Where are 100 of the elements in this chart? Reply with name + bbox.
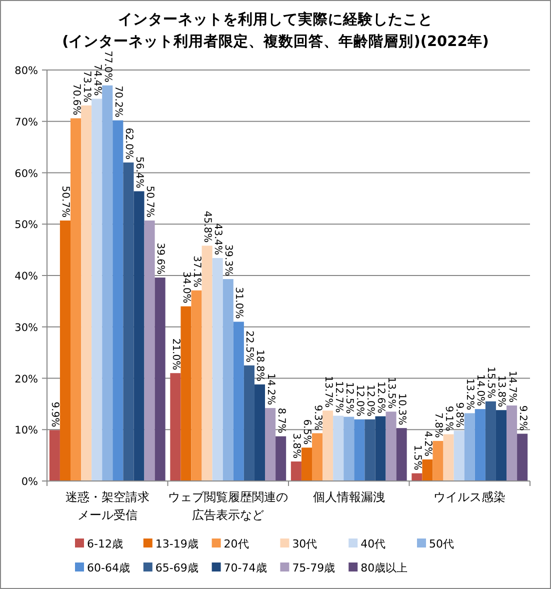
bar <box>180 306 192 481</box>
bar <box>81 105 92 481</box>
data-label: 4.2% <box>422 431 433 456</box>
bar <box>154 278 166 481</box>
bar <box>464 413 475 481</box>
bar <box>60 220 70 481</box>
bar <box>222 279 234 481</box>
y-tick-label: 40% <box>14 270 38 282</box>
bar <box>412 473 422 481</box>
data-label: 39.3% <box>222 244 234 276</box>
legend-label: 13-19歳 <box>155 538 198 550</box>
chart-title: インターネットを利用して実際に経験したこと <box>118 12 433 28</box>
y-tick-label: 80% <box>14 65 38 77</box>
bar <box>70 118 82 481</box>
data-label: 9.8% <box>454 402 465 428</box>
bar <box>212 258 223 481</box>
bar <box>265 408 276 481</box>
data-label: 13.8% <box>496 375 507 408</box>
data-label: 43.4% <box>212 223 224 256</box>
bar <box>485 401 496 481</box>
data-label: 62.0% <box>122 128 134 160</box>
bar <box>233 322 244 481</box>
data-label: 9.9% <box>49 402 60 428</box>
data-label: 13.2% <box>464 378 476 410</box>
data-label: 22.5% <box>244 330 255 362</box>
x-tick-label: ウイルス感染 <box>434 490 506 504</box>
bar <box>254 384 266 481</box>
data-label: 14.7% <box>506 370 518 402</box>
bar <box>202 246 212 481</box>
bar <box>301 448 312 481</box>
y-tick-label: 0% <box>21 476 38 488</box>
chart-subtitle: (インターネット利用者限定、複数回答、年齢階層別)(2022年) <box>62 34 489 50</box>
bar <box>375 416 386 481</box>
bar <box>474 409 486 481</box>
data-label: 50.7% <box>60 186 71 218</box>
bar <box>170 373 181 481</box>
data-label: 9.2% <box>516 405 528 431</box>
data-label: 34.0% <box>180 272 192 304</box>
bar <box>102 85 113 481</box>
bar <box>496 410 507 481</box>
data-label: 10.3% <box>396 393 408 426</box>
bar <box>112 120 124 481</box>
x-tick-label: ウェブ閲覧履歴関連の広告表示など <box>168 490 288 522</box>
bar <box>354 419 365 481</box>
y-tick-label: 70% <box>14 116 38 128</box>
legend-label: 20代 <box>224 538 249 550</box>
bar <box>454 430 464 481</box>
bar <box>432 440 444 481</box>
bar <box>443 434 454 481</box>
bar <box>422 459 433 481</box>
data-label: 77.0% <box>102 50 113 82</box>
bar <box>333 416 344 481</box>
data-label: 73.1% <box>80 70 92 102</box>
data-label: 21.0% <box>170 338 181 370</box>
data-label: 1.5% <box>411 444 422 470</box>
data-label: 6.5% <box>301 419 312 445</box>
data-label: 31.0% <box>233 286 244 319</box>
y-tick-label: 50% <box>14 219 38 232</box>
bar <box>322 410 334 481</box>
bar <box>517 434 528 481</box>
legend-label: 80歳以上 <box>360 562 408 574</box>
data-label: 7.8% <box>432 412 444 438</box>
data-label: 74.4% <box>91 64 102 96</box>
bar <box>386 412 396 481</box>
bar <box>92 98 102 481</box>
data-label: 70.6% <box>70 84 82 116</box>
y-tick-label: 20% <box>14 373 38 386</box>
legend-label: 70-74歳 <box>224 562 267 574</box>
data-label: 13.5% <box>386 376 397 409</box>
bar <box>191 290 202 481</box>
legend-label: 40代 <box>360 538 386 550</box>
legend-label: 30代 <box>292 538 318 550</box>
data-label: 56.4% <box>134 156 144 188</box>
data-label: 18.8% <box>254 350 266 382</box>
legend-label: 65-69歳 <box>155 562 198 574</box>
data-label: 50.7% <box>144 186 156 218</box>
bar <box>49 430 60 481</box>
data-label: 12.6% <box>375 381 386 414</box>
bar <box>396 428 407 481</box>
bar <box>312 433 323 481</box>
bar <box>134 191 144 481</box>
bar <box>276 436 286 481</box>
data-label: 15.5% <box>485 366 496 398</box>
data-label: 8.7% <box>275 408 286 434</box>
data-label: 3.8% <box>290 433 302 458</box>
data-label: 14.2% <box>264 373 276 406</box>
y-tick-label: 60% <box>14 168 38 180</box>
bar <box>290 461 302 481</box>
data-label: 12.5% <box>343 382 354 414</box>
data-label: 37.1% <box>191 256 202 288</box>
bar <box>244 365 254 481</box>
data-label: 9.1% <box>443 406 454 432</box>
x-tick-label: 迷惑・架空請求メール受信 <box>65 490 150 522</box>
data-label: 12.0% <box>354 384 365 416</box>
data-label: 14.0% <box>474 374 486 406</box>
legend-label: 60-64歳 <box>87 562 130 574</box>
bar <box>144 220 155 481</box>
legend-label: 50代 <box>429 538 454 550</box>
y-tick-label: 30% <box>14 322 38 334</box>
bar <box>123 162 134 481</box>
